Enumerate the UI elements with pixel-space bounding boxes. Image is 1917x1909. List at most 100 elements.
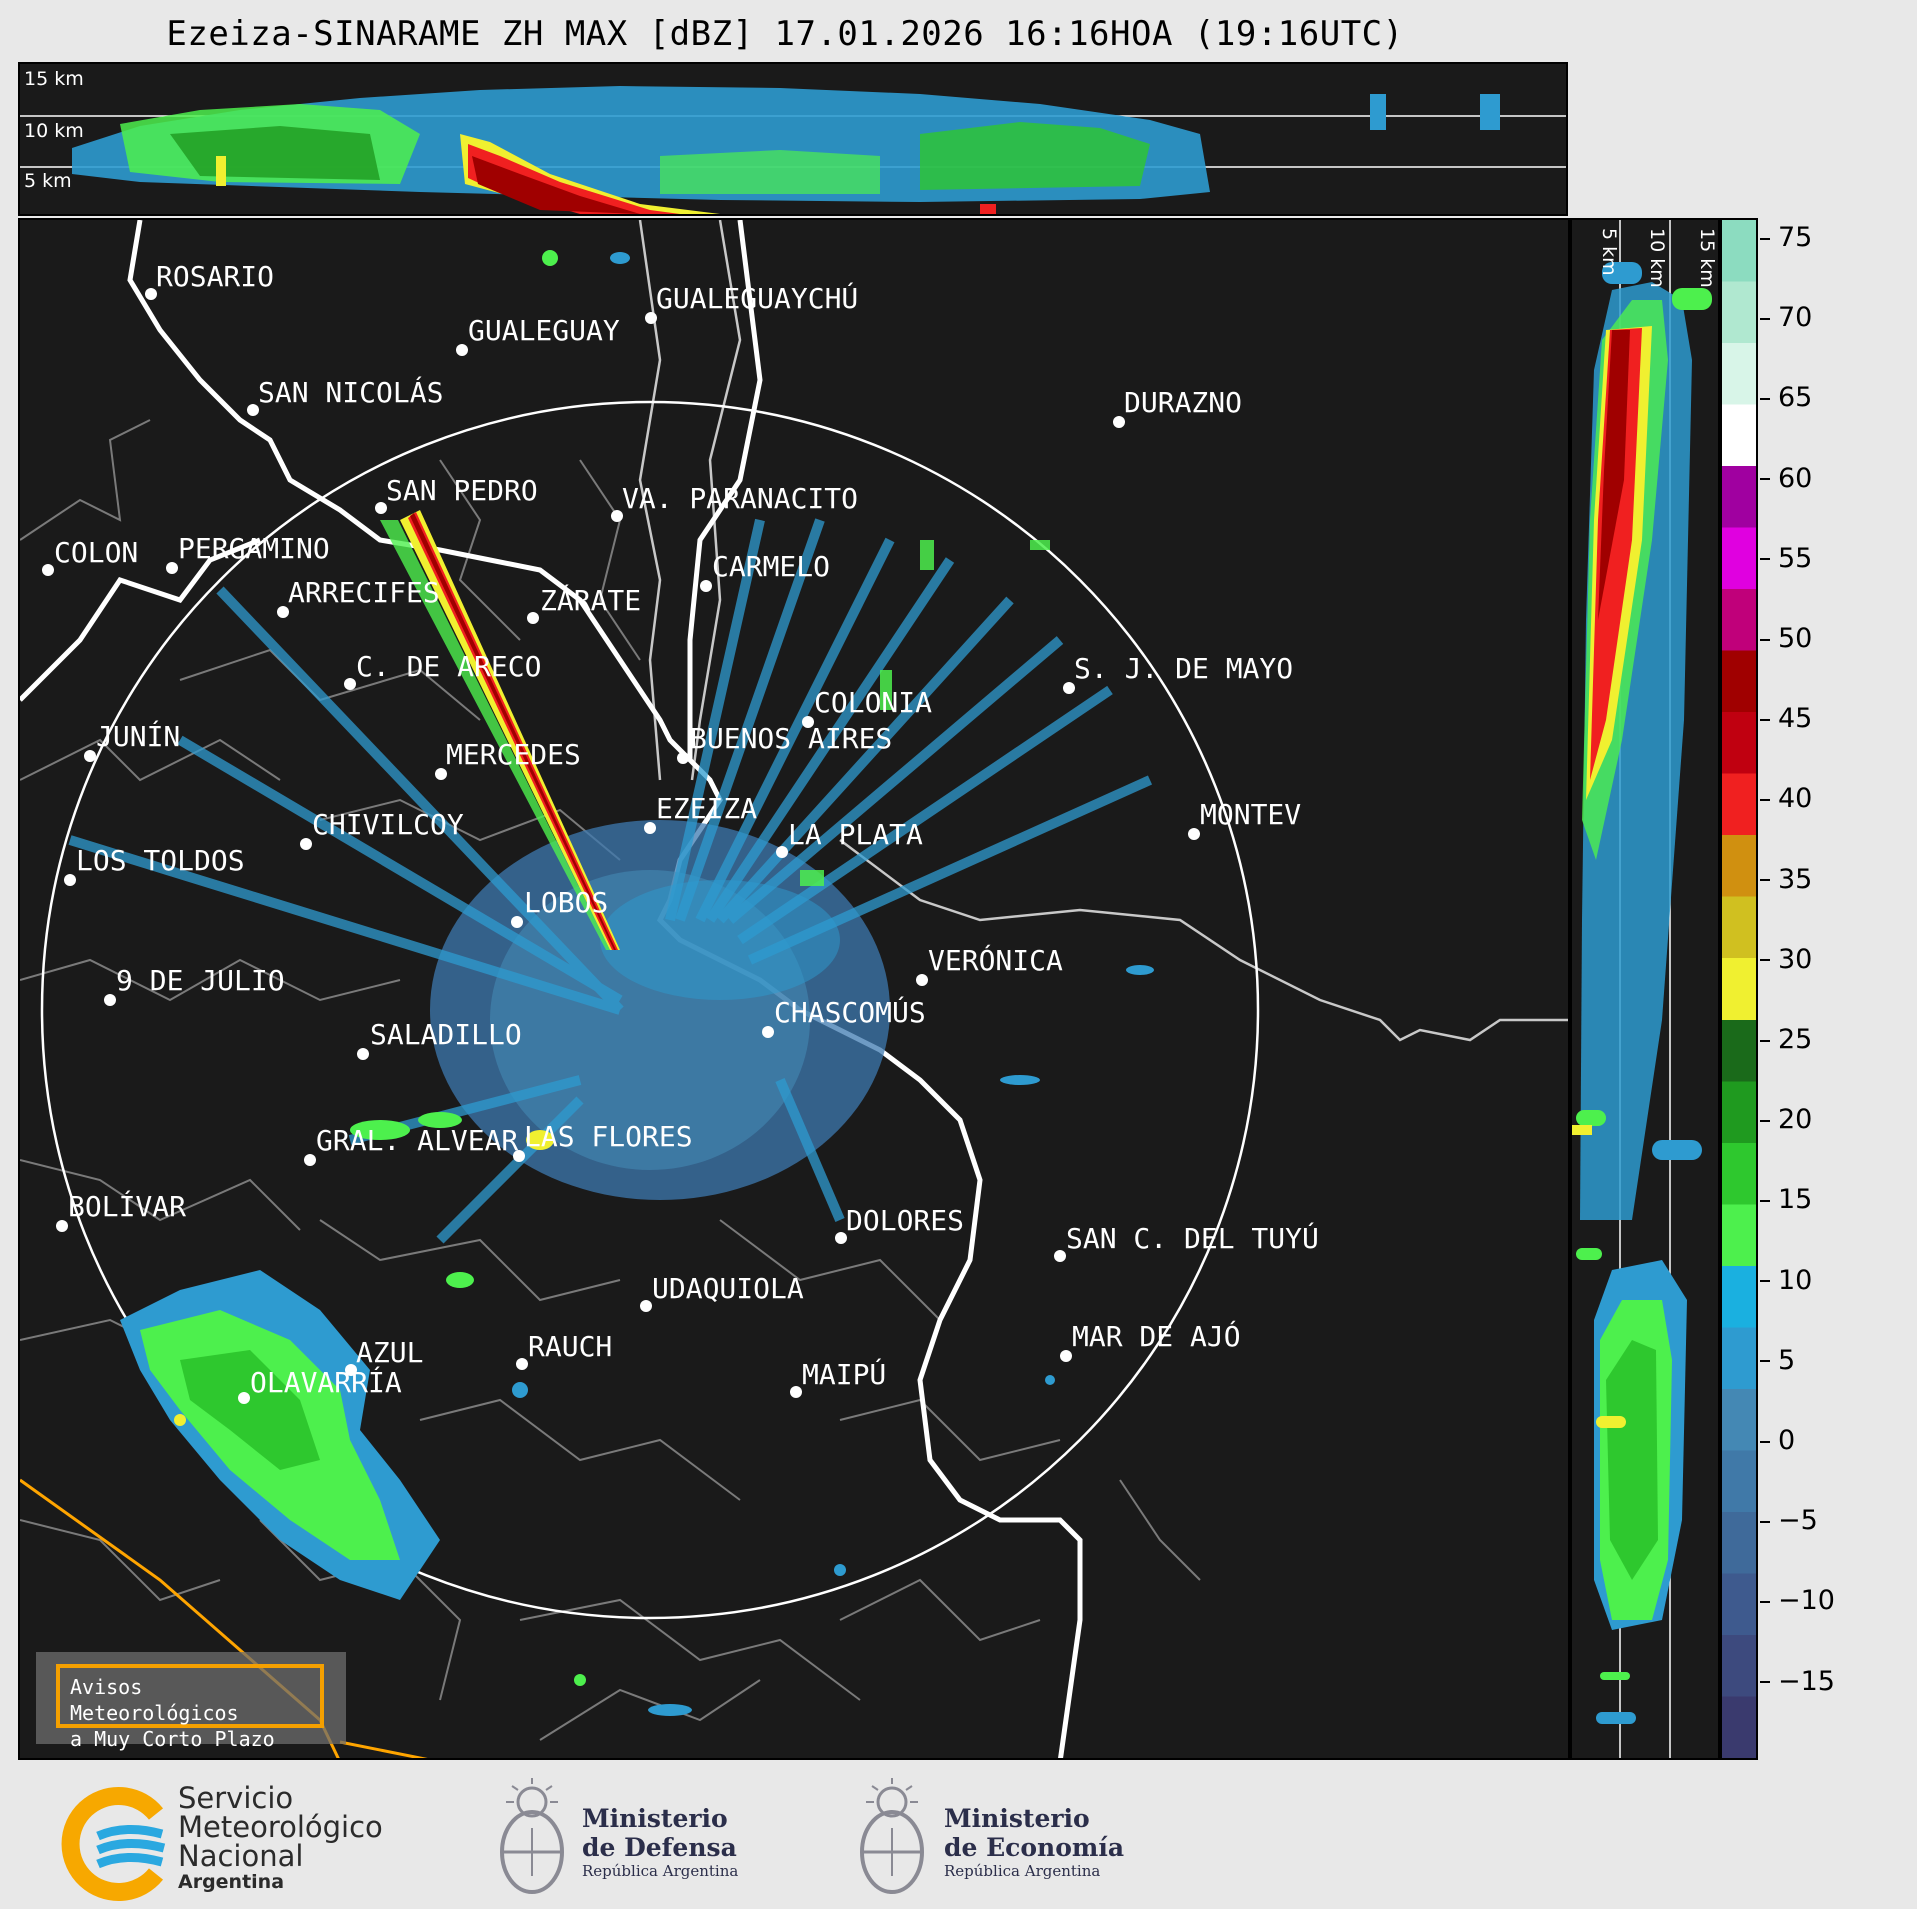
city-label-colonia: COLONIA <box>814 686 933 719</box>
city-dot <box>1188 828 1200 840</box>
defensa-logo-text: Ministerio de Defensa República Argentin… <box>582 1804 738 1880</box>
city-dot <box>790 1386 802 1398</box>
city-dot <box>835 1232 847 1244</box>
city-dot <box>762 1026 774 1038</box>
smn-logo-text: Servicio Meteorológico Nacional Argentin… <box>178 1781 383 1894</box>
city-dot <box>42 564 54 576</box>
city-dot <box>104 994 116 1006</box>
city-label-lobos: LOBOS <box>524 886 609 919</box>
city-dot <box>677 752 689 764</box>
height-label-15km-side: 15 km <box>1696 228 1718 288</box>
range-ring <box>40 400 1260 1620</box>
colorbar-tick-label: 25 <box>1760 1024 1812 1055</box>
city-label-9-de-julio: 9 DE JULIO <box>116 964 285 997</box>
city-dot <box>640 1300 652 1312</box>
city-dot <box>304 1154 316 1166</box>
city-label-bolivar: BOLÍVAR <box>68 1190 187 1223</box>
city-label-junin: JUNÍN <box>96 720 181 753</box>
city-label-saladillo: SALADILLO <box>370 1018 522 1051</box>
city-label-azul: AZUL <box>356 1336 424 1369</box>
city-label-rosario: ROSARIO <box>156 260 275 293</box>
colorbar-tick-label: 65 <box>1760 382 1812 413</box>
smn-logo-icon <box>61 1787 166 1901</box>
city-dot <box>527 612 539 624</box>
department-borders <box>20 419 1201 1741</box>
city-dot <box>776 846 788 858</box>
city-dot <box>611 510 623 522</box>
defensa-line2: de Defensa <box>582 1833 737 1862</box>
colorbar-tick-label: 5 <box>1760 1345 1795 1376</box>
colorbar-tick-label: 40 <box>1760 783 1812 814</box>
city-dot <box>1054 1250 1066 1262</box>
avisos-box[interactable]: Avisos Meteorológicos a Muy Corto Plazo <box>56 1664 324 1751</box>
city-label-maipu: MAIPÚ <box>802 1358 887 1391</box>
city-label-colon: COLON <box>54 536 139 569</box>
colorbar-tick-label: 35 <box>1760 864 1812 895</box>
city-label-durazno: DURAZNO <box>1124 386 1243 419</box>
height-label-5km: 5 km <box>24 170 72 192</box>
city-label-montevideo: MONTEV <box>1200 798 1302 831</box>
city-label-zarate: ZÁRATE <box>540 584 642 617</box>
reflectivity-colorbar <box>1720 218 1758 1760</box>
colorbar-tick-label: 15 <box>1760 1184 1812 1215</box>
city-dot <box>84 750 96 762</box>
city-label-mercedes: MERCEDES <box>446 738 581 771</box>
city-dot <box>277 606 289 618</box>
defensa-line1: Ministerio <box>582 1804 728 1833</box>
colorbar-tick-label: 30 <box>1760 944 1812 975</box>
city-label-s-j-de-mayo: S. J. DE MAYO <box>1074 652 1294 685</box>
colorbar-tick-label: −10 <box>1760 1585 1835 1616</box>
colorbar-tick-label: 50 <box>1760 623 1812 654</box>
smn-line2: Meteorológico <box>178 1810 383 1844</box>
city-label-dolores: DOLORES <box>846 1204 965 1237</box>
economia-coat-of-arms-icon <box>860 1778 924 1894</box>
city-dot <box>435 768 447 780</box>
city-dot <box>56 1220 68 1232</box>
colorbar-tick-label: 0 <box>1760 1425 1795 1456</box>
city-dot <box>166 562 178 574</box>
city-label-olavarria: OLAVARRÍA <box>250 1366 402 1399</box>
colorbar-tick-label: 20 <box>1760 1104 1812 1135</box>
colorbar-tick-label: 60 <box>1760 463 1812 494</box>
city-dot-ezeiza <box>644 822 656 834</box>
city-dot <box>511 916 523 928</box>
avisos-line2: a Muy Corto Plazo <box>70 1727 275 1751</box>
colorbar-tick-label: 75 <box>1760 222 1812 253</box>
chart-title: Ezeiza-SINARAME ZH MAX [dBZ] 17.01.2026 … <box>166 14 1404 54</box>
colorbar-tick-label: 45 <box>1760 703 1812 734</box>
city-dot <box>300 838 312 850</box>
city-dot <box>64 874 76 886</box>
city-dot <box>1113 416 1125 428</box>
city-dot <box>802 716 814 728</box>
city-label-ezeiza: EZEIZA <box>656 792 758 825</box>
radar-map[interactable]: ROSARIO GUALEGUAYCHÚ GUALEGUAY SAN NICOL… <box>18 218 1570 1760</box>
city-dot <box>375 502 387 514</box>
city-dot <box>1060 1350 1072 1362</box>
city-label-la-plata: LA PLATA <box>788 818 923 851</box>
defensa-line3: República Argentina <box>582 1862 739 1880</box>
city-label-gualeguaychu: GUALEGUAYCHÚ <box>656 282 859 315</box>
city-dot <box>345 1364 357 1376</box>
colorbar-tick-label: 70 <box>1760 302 1812 333</box>
city-label-san-c-del-tuyu: SAN C. DEL TUYÚ <box>1066 1222 1319 1255</box>
map-layers <box>20 220 1568 1758</box>
city-label-san-nicolas: SAN NICOLÁS <box>258 376 444 409</box>
side-profile-echoes <box>1572 220 1712 1758</box>
economia-line1: Ministerio <box>944 1804 1090 1833</box>
city-dot <box>700 580 712 592</box>
city-dot <box>1063 682 1075 694</box>
city-dot <box>513 1150 525 1162</box>
city-dot <box>238 1392 250 1404</box>
height-label-10km: 10 km <box>24 120 84 142</box>
colorbar-tick-label: −5 <box>1760 1505 1818 1536</box>
city-label-san-pedro: SAN PEDRO <box>386 474 538 507</box>
smn-line4: Argentina <box>178 1871 285 1893</box>
smn-line3: Nacional <box>178 1839 304 1873</box>
avisos-link[interactable]: Avisos Meteorológicos a Muy Corto Plazo <box>36 1652 346 1751</box>
city-label-gral-alvear: GRAL. ALVEAR <box>316 1124 519 1157</box>
city-label-c-de-areco: C. DE ARECO <box>356 650 542 683</box>
smn-line1: Servicio <box>178 1781 294 1815</box>
city-label-buenos-aires: BUENOS AIRES <box>690 722 893 755</box>
city-dot <box>516 1358 528 1370</box>
height-label-10km-side: 10 km <box>1646 228 1668 288</box>
